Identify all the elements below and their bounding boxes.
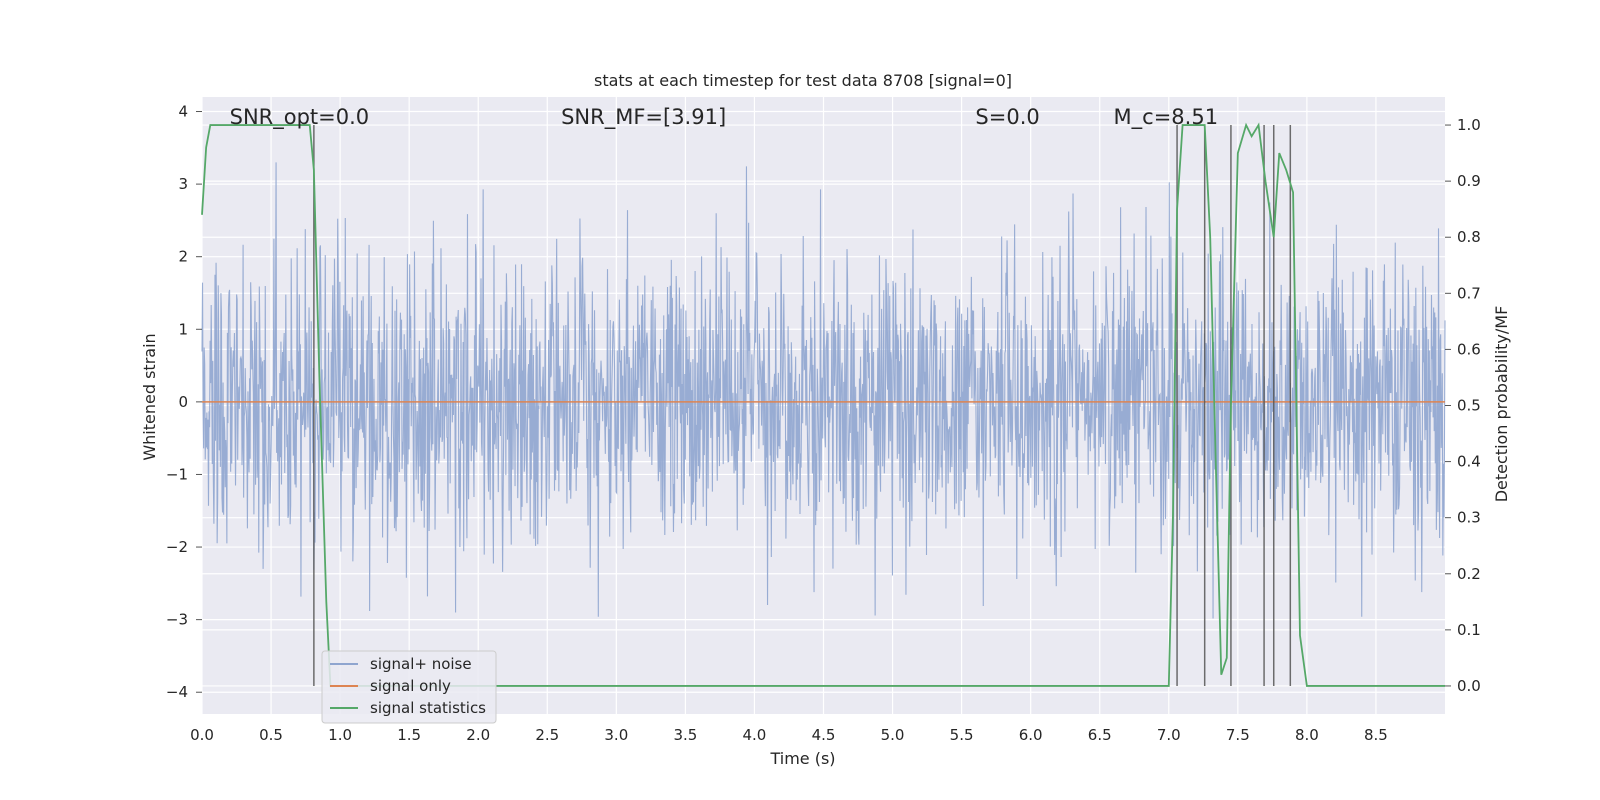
x-tick-label: 4.5 — [812, 726, 836, 744]
x-tick-label: 3.0 — [604, 726, 628, 744]
y-tick-label: −2 — [166, 538, 188, 556]
y2-tick-label: 0.7 — [1457, 284, 1481, 302]
y-tick-label: −1 — [166, 465, 188, 483]
x-tick-label: 7.0 — [1157, 726, 1181, 744]
y-tick-label: 2 — [178, 248, 188, 266]
legend-label: signal statistics — [370, 699, 486, 717]
annotation-text: M_c=8.51 — [1114, 105, 1219, 130]
x-tick-label: 7.5 — [1226, 726, 1250, 744]
legend: signal+ noise signal only signal statistic… — [321, 650, 497, 724]
x-tick-label: 6.5 — [1088, 726, 1112, 744]
annotation-text: SNR_MF=[3.91] — [561, 105, 726, 130]
chart-title: stats at each timestep for test data 870… — [594, 71, 1012, 90]
legend-box — [321, 650, 497, 724]
y2-tick-label: 0.8 — [1457, 228, 1481, 246]
x-tick-label: 1.5 — [397, 726, 421, 744]
x-axis-label: Time (s) — [769, 749, 835, 768]
x-tick-label: 0.0 — [190, 726, 214, 744]
x-tick-label: 4.0 — [743, 726, 767, 744]
x-tick-label: 8.0 — [1295, 726, 1319, 744]
annotation-text: S=0.0 — [975, 105, 1039, 129]
x-tick-label: 5.0 — [881, 726, 905, 744]
x-tick-label: 8.5 — [1364, 726, 1388, 744]
y2-tick-label: 0.5 — [1457, 397, 1481, 415]
y-tick-label: 0 — [178, 393, 188, 411]
y2-tick-label: 0.3 — [1457, 509, 1481, 527]
y2-tick-label: 0.9 — [1457, 172, 1481, 190]
y2-tick-label: 0.2 — [1457, 565, 1481, 583]
y-tick-label: 4 — [178, 103, 188, 121]
legend-label: signal+ noise — [370, 655, 472, 673]
y2-tick-label: 0.6 — [1457, 340, 1481, 358]
y2-tick-label: 0.4 — [1457, 453, 1481, 471]
y-tick-label: −3 — [166, 611, 188, 629]
x-tick-label: 5.5 — [950, 726, 974, 744]
y2-tick-label: 0.1 — [1457, 621, 1481, 639]
series-signal-statistics-line — [201, 122, 1445, 687]
x-tick-label: 2.0 — [466, 726, 490, 744]
y2-tick-label: 0.0 — [1457, 677, 1481, 695]
x-tick-label: 6.0 — [1019, 726, 1043, 744]
x-tick-label: 2.5 — [535, 726, 559, 744]
y-tick-label: 3 — [178, 175, 188, 193]
x-tick-label: 1.0 — [328, 726, 352, 744]
series-signal-noise-line — [201, 162, 1446, 619]
x-tick-label: 3.5 — [673, 726, 697, 744]
annotation-text: SNR_opt=0.0 — [230, 105, 370, 130]
y2-axis-label: Detection probability/MF — [1492, 306, 1511, 503]
y-axis-label: Whitened strain — [140, 333, 159, 460]
y-tick-label: −4 — [166, 683, 188, 701]
x-tick-label: 0.5 — [259, 726, 283, 744]
y2-tick-label: 1.0 — [1457, 116, 1481, 134]
legend-label: signal only — [370, 677, 451, 695]
y-tick-label: 1 — [178, 320, 188, 338]
